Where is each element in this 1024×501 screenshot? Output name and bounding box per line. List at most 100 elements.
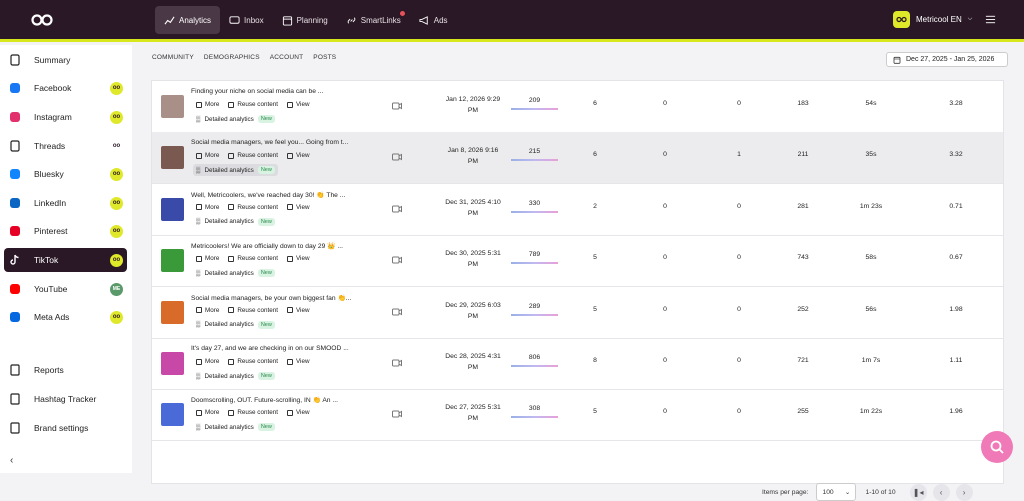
view-button[interactable]: View	[286, 255, 310, 262]
post-date: Jan 12, 2026 9:29 PM	[428, 94, 518, 116]
metric-3: 0	[737, 100, 741, 107]
views-value: 215	[528, 148, 541, 156]
next-page-button[interactable]: ›	[955, 483, 973, 501]
hamburger-menu-icon[interactable]	[985, 14, 996, 25]
detailed-analytics-button[interactable]: ▒ Detailed analytics New	[193, 113, 278, 125]
reuse-content-button[interactable]: Reuse content	[228, 204, 278, 211]
sidebar-item-hashtag-tracker[interactable]: Hashtag Tracker	[4, 387, 127, 411]
table-row[interactable]: Social media managers, we feel you... Go…	[152, 132, 1003, 185]
sidebar-item-summary[interactable]: Summary	[4, 48, 127, 72]
post-thumbnail[interactable]	[161, 95, 184, 118]
reuse-content-button[interactable]: Reuse content	[228, 255, 278, 262]
more-button[interactable]: More	[196, 152, 219, 159]
chevron-down-icon: ⌄	[844, 489, 851, 496]
nav-ads[interactable]: Ads	[410, 6, 457, 34]
view-button[interactable]: View	[286, 101, 310, 108]
more-label: More	[205, 101, 220, 108]
more-button[interactable]: More	[196, 307, 219, 314]
metric-2: 0	[663, 408, 667, 416]
post-thumbnail[interactable]	[161, 300, 184, 324]
detailed-analytics-button[interactable]: ▒ Detailed analytics New	[193, 421, 278, 433]
post-thumbnail[interactable]	[161, 197, 184, 221]
post-thumbnail[interactable]	[161, 352, 184, 375]
view-label: View	[295, 203, 310, 211]
reuse-label: Reuse content	[237, 152, 278, 160]
metric-6: 0.71	[949, 202, 963, 210]
nav-planning[interactable]: Planning	[273, 6, 337, 34]
prev-page-button[interactable]: ‹	[932, 483, 950, 501]
first-page-button[interactable]: ❚◂	[909, 483, 927, 501]
sidebar-item-youtube[interactable]: YouTube ME	[4, 277, 127, 301]
post-caption: Social media managers, we feel you... Go…	[191, 139, 349, 147]
bar-chart-icon: ▒	[196, 372, 201, 380]
more-button[interactable]: More	[196, 101, 219, 108]
items-per-page-select[interactable]: 100 ⌄	[816, 483, 857, 501]
metric-4: 743	[797, 254, 809, 262]
sidebar-item-tiktok[interactable]: TikTok oo	[4, 248, 127, 272]
nav-smartlinks[interactable]: SmartLinks	[337, 6, 410, 34]
reuse-content-button[interactable]: Reuse content	[228, 307, 278, 314]
post-thumbnail[interactable]	[161, 146, 184, 170]
post-date: Dec 31, 2025 4:10 PM	[428, 197, 518, 219]
detailed-analytics-button[interactable]: ▒ Detailed analytics New	[193, 216, 278, 228]
tab-demographics[interactable]: DEMOGRAPHICS	[203, 54, 260, 61]
nav-inbox[interactable]: Inbox	[220, 6, 273, 34]
view-button[interactable]: View	[286, 307, 310, 314]
post-date: Jan 8, 2026 9:16 PM	[428, 145, 518, 167]
view-button[interactable]: View	[286, 203, 310, 211]
sidebar-item-threads[interactable]: Threads oo	[4, 134, 127, 158]
view-button[interactable]: View	[286, 409, 310, 416]
metricool-logo[interactable]	[31, 12, 53, 28]
reuse-content-button[interactable]: Reuse content	[228, 101, 278, 108]
table-row[interactable]: Doomscrolling, OUT. Future-scrolling, IN…	[152, 389, 1003, 442]
nav-label: Ads	[433, 15, 448, 25]
detailed-analytics-button[interactable]: ▒ Detailed analytics New	[193, 267, 278, 279]
detailed-analytics-button[interactable]: ▒ Detailed analytics New	[193, 164, 278, 177]
chevron-down-icon: ⌵	[967, 16, 973, 22]
sidebar-item-reports[interactable]: Reports	[4, 358, 127, 382]
collapse-sidebar-icon[interactable]: ‹	[10, 455, 14, 466]
detailed-analytics-button[interactable]: ▒ Detailed analytics New	[193, 319, 278, 331]
table-row[interactable]: It's day 27, and we are checking in on o…	[152, 338, 1003, 390]
items-per-page-value: 100	[822, 488, 834, 496]
table-row[interactable]: Metricoolers! We are officially down to …	[152, 235, 1003, 288]
detailed-analytics-label: Detailed analytics	[204, 423, 254, 431]
sidebar-item-bluesky[interactable]: Bluesky oo	[4, 162, 127, 186]
sidebar-item-brand-settings[interactable]: Brand settings	[4, 416, 127, 440]
tab-community[interactable]: COMMUNITY	[152, 54, 194, 61]
table-row[interactable]: Finding your niche on social media can b…	[152, 81, 1003, 133]
account-selector[interactable]: Metricool EN ⌵	[893, 11, 972, 28]
reuse-content-button[interactable]: Reuse content	[228, 409, 278, 416]
table-row[interactable]: Well, Metricoolers, we've reached day 30…	[152, 184, 1003, 236]
sidebar-item-label: Instagram	[34, 112, 72, 122]
sidebar-item-facebook[interactable]: Facebook oo	[4, 76, 127, 100]
external-link-icon	[286, 307, 293, 314]
date-range-picker[interactable]: Dec 27, 2025 - Jan 25, 2026	[886, 52, 1008, 67]
detailed-analytics-button[interactable]: ▒ Detailed analytics New	[193, 370, 278, 382]
metric-5: 58s	[865, 254, 877, 262]
sidebar-item-meta-ads[interactable]: Meta Ads oo	[4, 305, 127, 329]
post-thumbnail[interactable]	[161, 249, 184, 273]
new-badge: New	[257, 372, 275, 380]
sidebar-item-pinterest[interactable]: Pinterest oo	[4, 219, 127, 243]
sidebar-item-instagram[interactable]: Instagram oo	[4, 105, 127, 129]
post-date-line2: PM	[467, 209, 479, 217]
reuse-content-button[interactable]: Reuse content	[228, 358, 278, 365]
tab-account[interactable]: ACCOUNT	[269, 54, 304, 61]
post-actions: More Reuse content View	[196, 204, 310, 211]
more-button[interactable]: More	[196, 255, 219, 262]
tab-posts[interactable]: POSTS	[313, 54, 337, 61]
external-link-icon	[286, 409, 293, 416]
view-button[interactable]: View	[286, 152, 310, 159]
more-button[interactable]: More	[196, 204, 219, 211]
view-button[interactable]: View	[286, 358, 310, 365]
reuse-icon	[228, 101, 235, 108]
more-button[interactable]: More	[196, 358, 219, 365]
sidebar-item-linkedin[interactable]: LinkedIn oo	[4, 191, 127, 215]
reuse-content-button[interactable]: Reuse content	[228, 152, 278, 159]
search-help-button[interactable]	[981, 431, 1013, 463]
nav-analytics[interactable]: Analytics	[155, 6, 221, 34]
post-thumbnail[interactable]	[161, 403, 184, 427]
table-row[interactable]: Social media managers, be your own bigge…	[152, 287, 1003, 339]
more-button[interactable]: More	[196, 409, 219, 416]
